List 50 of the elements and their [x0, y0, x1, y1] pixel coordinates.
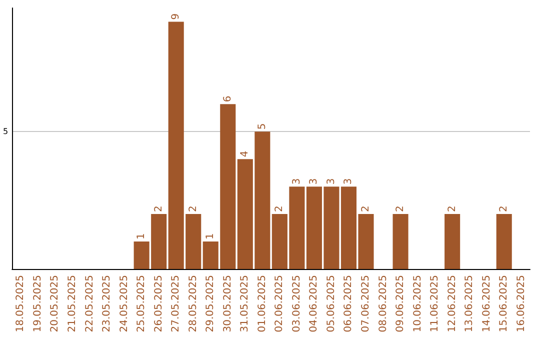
x-tick-label: 27.05.2025 [170, 275, 182, 332]
x-tick-label: 28.05.2025 [188, 275, 199, 332]
data-label: 2 [498, 206, 510, 212]
data-label: 3 [326, 178, 337, 185]
x-tick-label: 08.06.2025 [378, 275, 389, 332]
x-tick-label: 25.05.2025 [136, 275, 148, 332]
data-label: 2 [360, 206, 372, 212]
data-label: 3 [291, 178, 302, 185]
data-label: 6 [222, 96, 234, 102]
x-tick-label: 14.06.2025 [481, 275, 492, 332]
x-tick-label: 03.06.2025 [291, 275, 302, 332]
data-label: 2 [188, 206, 199, 212]
x-tick-label: 11.06.2025 [430, 275, 441, 332]
x-tick-label: 30.05.2025 [222, 275, 234, 332]
data-label: 9 [170, 13, 182, 20]
data-label: 1 [205, 233, 216, 240]
data-label: 2 [153, 206, 164, 212]
x-tick-label: 12.06.2025 [446, 275, 458, 332]
bar [496, 214, 512, 269]
bar [444, 214, 460, 269]
x-tick-label: 07.06.2025 [360, 275, 372, 332]
x-tick-label: 18.05.2025 [15, 275, 26, 332]
x-tick-label: 20.05.2025 [50, 275, 61, 332]
x-tick-label: 26.05.2025 [153, 275, 164, 332]
data-label: 2 [395, 206, 406, 212]
x-tick-label: 05.06.2025 [326, 275, 337, 332]
bar [392, 214, 408, 269]
x-tick-label: 01.06.2025 [256, 275, 268, 332]
x-tick-label: 29.05.2025 [205, 275, 216, 332]
x-tick-label: 23.05.2025 [102, 275, 113, 332]
x-tick-label: 10.06.2025 [412, 275, 424, 332]
x-tick-label: 19.05.2025 [32, 275, 44, 332]
x-tick-label: 24.05.2025 [118, 275, 130, 332]
x-tick-label: 06.06.2025 [343, 275, 354, 332]
x-tick-label: 09.06.2025 [395, 275, 406, 332]
x-tick-label: 13.06.2025 [464, 275, 476, 332]
data-label: 3 [343, 178, 354, 185]
x-tick-label: 16.06.2025 [516, 275, 527, 332]
data-label: 1 [136, 233, 148, 240]
x-tick-label: 31.05.2025 [240, 275, 251, 332]
data-label: 3 [308, 178, 320, 185]
data-label: 4 [240, 150, 251, 158]
x-tick-label: 22.05.2025 [84, 275, 96, 332]
x-tick-label: 21.05.2025 [67, 275, 78, 332]
x-tick-label: 04.06.2025 [308, 275, 320, 332]
data-label: 2 [446, 206, 458, 212]
x-tick-label: 02.06.2025 [274, 275, 286, 332]
x-tick-label: 15.06.2025 [498, 275, 510, 332]
data-label: 5 [256, 123, 268, 130]
data-label: 2 [274, 206, 286, 212]
